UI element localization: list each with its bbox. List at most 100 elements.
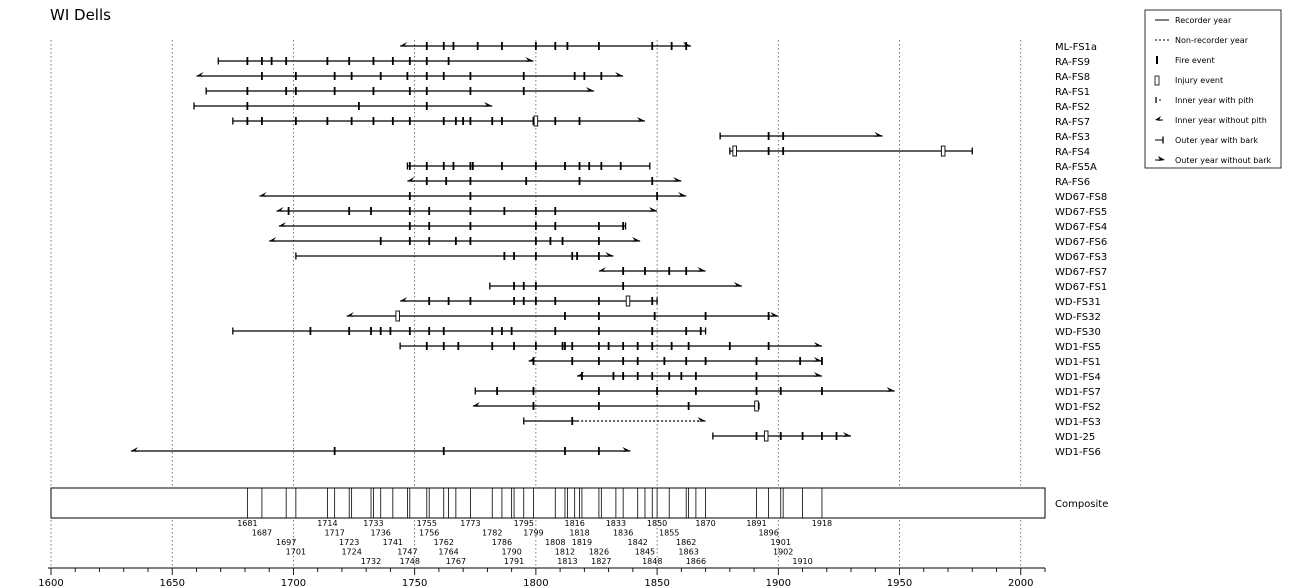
composite-year-label: 1701 [286, 548, 306, 557]
fire-event [670, 42, 673, 50]
series-ra-fs7: RA-FS7 [232, 115, 1090, 128]
composite-year-label: 1786 [492, 538, 512, 547]
x-tick-label: 1950 [887, 578, 912, 587]
fire-event [687, 342, 690, 350]
composite-year-label: 1819 [572, 538, 592, 547]
fire-event [425, 162, 428, 170]
composite-year-label: 1836 [613, 529, 633, 538]
outer-no-bark-marker [770, 312, 779, 317]
fire-event [425, 102, 428, 110]
outer-no-bark-marker [615, 72, 624, 77]
fire-event [571, 417, 574, 425]
composite-year-label: 1764 [438, 548, 458, 557]
legend-item-pith: Inner year with pith [1155, 96, 1254, 105]
fire-event [554, 327, 557, 335]
outer-no-bark-marker [678, 192, 687, 197]
series-label: WD67-FS5 [1055, 207, 1107, 218]
fire-event [452, 42, 455, 50]
fire-event [501, 42, 503, 50]
legend-label: Inner year without pith [1175, 116, 1267, 125]
fire-event [408, 57, 411, 65]
composite-year-label: 1845 [635, 548, 655, 557]
composite-year-label: 1795 [514, 519, 534, 528]
fire-event [503, 207, 506, 215]
fire-event [462, 117, 465, 125]
fire-event [246, 57, 249, 65]
series-wd1-25: WD1-25 [712, 430, 1095, 443]
fire-event [469, 297, 472, 305]
composite-year-label: 1850 [647, 519, 667, 528]
fire-event [348, 207, 351, 215]
fire-event [656, 387, 658, 395]
legend-label: Injury event [1175, 76, 1223, 85]
fire-event [685, 267, 688, 275]
inner-no-pith-marker [259, 192, 267, 197]
injury-event [940, 145, 946, 157]
fire-event [261, 72, 263, 80]
x-tick-label: 2000 [1008, 578, 1033, 587]
fire-event [406, 72, 409, 80]
fire-event [704, 357, 707, 365]
fire-event [522, 282, 525, 290]
legend-item-nobark: Outer year without bark [1155, 156, 1272, 165]
fire-event [799, 357, 802, 365]
fire-event [287, 207, 290, 215]
fire-event [583, 72, 586, 80]
series-wd1-fs1: WD1-FS1 [528, 357, 1101, 368]
outer-no-bark-marker [636, 117, 645, 122]
inner-no-pith-marker [276, 207, 284, 212]
series-ra-fs2: RA-FS2 [193, 102, 1090, 113]
composite-year-label: 1826 [589, 548, 609, 557]
fire-event [534, 222, 537, 230]
fire-event [636, 357, 639, 365]
fire-event [491, 327, 494, 335]
fire-event [309, 327, 312, 335]
composite-year-label: 1687 [252, 529, 272, 538]
fire-event [391, 117, 394, 125]
fire-event [496, 387, 498, 395]
series-label: RA-FS2 [1055, 102, 1090, 113]
legend-label: Outer year with bark [1175, 136, 1258, 145]
fire-event [767, 342, 770, 350]
fire-event [554, 42, 557, 50]
fire-event [571, 342, 574, 350]
series-wd67-fs1: WD67-FS1 [489, 282, 1107, 293]
fire-event [447, 57, 450, 65]
composite-year-label: 1681 [237, 519, 257, 528]
fire-event [326, 117, 329, 125]
outer-no-bark-marker [733, 282, 742, 287]
fire-event [534, 162, 537, 170]
legend-label: Outer year without bark [1175, 156, 1272, 165]
legend-label: Fire event [1175, 56, 1215, 65]
fire-event [566, 42, 569, 50]
legend-nopith-icon [1155, 116, 1161, 121]
fire-event [564, 162, 566, 170]
fire-event [270, 57, 273, 65]
fire-event [779, 387, 782, 395]
fire-event [598, 222, 600, 230]
fire-event [246, 87, 249, 95]
inner-no-pith-marker [598, 267, 606, 272]
fire-event [685, 42, 688, 50]
fire-event [598, 297, 600, 305]
composite-year-label: 1808 [545, 538, 565, 547]
fire-event [704, 312, 707, 320]
series-ra-fs5a: RA-FS5A [406, 162, 1097, 173]
fire-event [294, 72, 297, 80]
fire-event [457, 342, 460, 350]
legend-injury-icon [1154, 75, 1160, 86]
outer-no-bark-marker [813, 372, 822, 377]
fire-event [619, 162, 622, 170]
fire-event [246, 102, 249, 110]
composite-year-label: 1791 [504, 557, 524, 566]
fire-event [576, 252, 578, 260]
fire-event [534, 252, 537, 260]
fire-event [578, 117, 581, 125]
outer-no-bark-marker [525, 57, 534, 62]
fire-event [425, 72, 428, 80]
fire-event [534, 237, 537, 245]
series-label: ML-FS1a [1055, 42, 1097, 53]
fire-event [525, 177, 528, 185]
composite-year-label: 1756 [419, 529, 439, 538]
series-label: WD1-FS4 [1055, 372, 1101, 383]
